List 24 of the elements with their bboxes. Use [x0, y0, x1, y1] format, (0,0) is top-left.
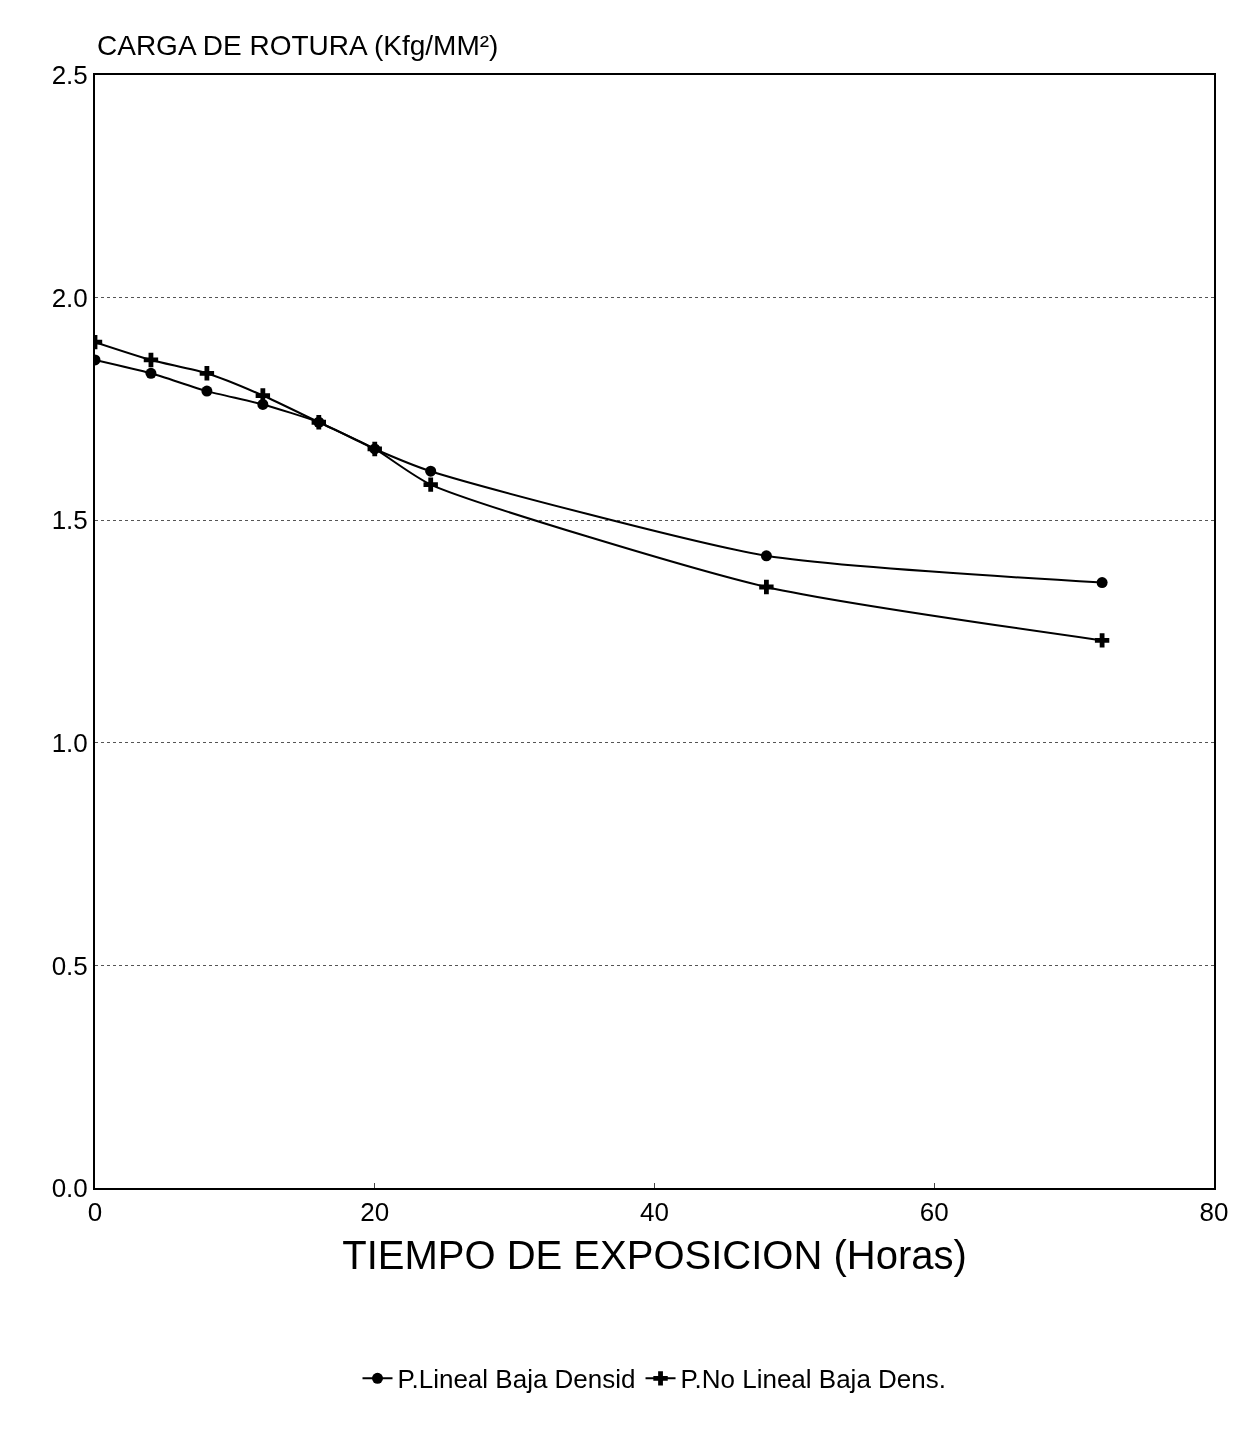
point: [1096, 577, 1108, 589]
point: [201, 385, 213, 397]
y-tick-label: 0.0: [51, 1173, 88, 1204]
y-tick-label: 1.0: [51, 727, 88, 758]
x-tick-label: 0: [87, 1197, 103, 1228]
point: [760, 550, 772, 562]
y-tick-label: 2.5: [51, 60, 88, 91]
x-tick-label: 80: [1199, 1197, 1229, 1228]
point: [199, 366, 215, 381]
legend-label: P.Lineal Baja Densid: [397, 1364, 636, 1395]
point: [425, 465, 437, 477]
point: [423, 477, 438, 492]
legend-label: P.No Lineal Baja Dens.: [680, 1364, 947, 1395]
point: [145, 367, 157, 379]
x-tick-label: 60: [919, 1197, 949, 1228]
y-tick-label: 1.5: [51, 505, 88, 536]
x-tick-label: 20: [360, 1197, 390, 1228]
point: [1094, 633, 1110, 648]
y-axis-title: CARGA DE ROTURA (Kfg/MM²): [97, 30, 499, 61]
point: [759, 579, 774, 595]
x-axis-title: TIEMPO DE EXPOSICION (Horas): [342, 1233, 967, 1278]
y-tick-label: 2.0: [51, 282, 88, 313]
y-tick-label: 0.5: [51, 950, 88, 981]
x-tick-label: 40: [640, 1197, 669, 1228]
